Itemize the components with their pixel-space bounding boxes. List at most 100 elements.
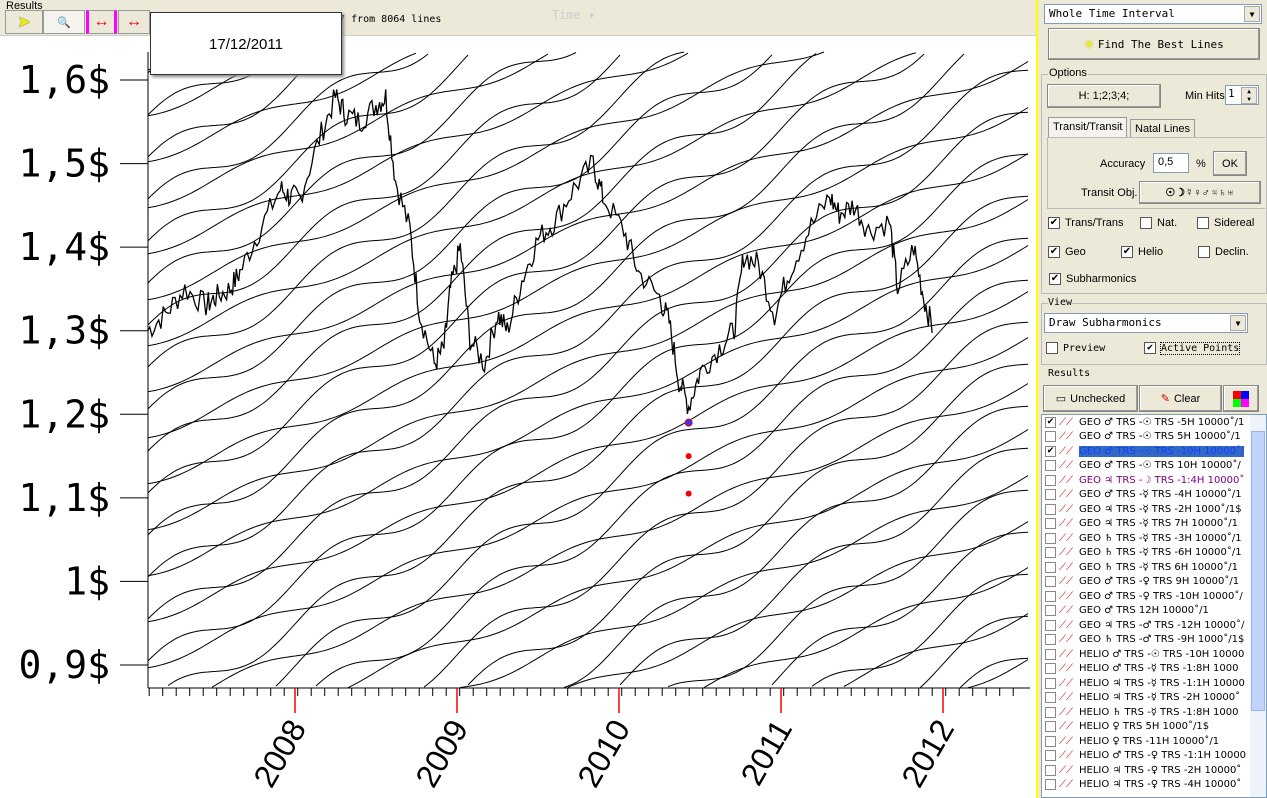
result-item[interactable]: ⟋⟋ GEO ♄ TRS -☿ TRS 6H 10000˚/1 bbox=[1042, 560, 1250, 575]
checkbox-box[interactable] bbox=[1045, 532, 1056, 544]
transit-obj-button[interactable]: ☉☽☿♀♂♃♄♅ bbox=[1139, 181, 1261, 204]
result-item[interactable]: ⟋⟋ GEO ♂ TRS -☉ TRS 5H 10000˚/1 bbox=[1042, 430, 1250, 445]
result-item[interactable]: ⟋⟋ HELIO ♃ TRS -♀ TRS -4H 10000˚ bbox=[1042, 778, 1250, 793]
result-text: GEO ♃ TRS -☽ TRS -1:4H 10000˚ bbox=[1079, 474, 1245, 486]
result-item[interactable]: ⟋⟋ HELIO ♂ TRS -☿ TRS -1:8H 1000 bbox=[1042, 662, 1250, 677]
spin-arrows-icon[interactable]: ▲ ▼ bbox=[1241, 87, 1257, 104]
result-item[interactable]: ⟋⟋ GEO ♄ TRS -♂ TRS -9H 1000˚/1$ bbox=[1042, 633, 1250, 648]
result-item[interactable]: ⟋⟋ HELIO ♃ TRS -♀ TRS -2H 10000˚ bbox=[1042, 763, 1250, 778]
trans-trans-checkbox[interactable]: ✔ Trans/Trans bbox=[1048, 217, 1123, 229]
result-item[interactable]: ⟋⟋ HELIO ♃ TRS -☿ TRS -1:1H 10000 bbox=[1042, 676, 1250, 691]
preview-checkbox[interactable]: Preview bbox=[1046, 342, 1105, 354]
result-item[interactable]: ⟋⟋ HELIO ♂ TRS -♀ TRS -1:1H 10000 bbox=[1042, 749, 1250, 764]
result-item[interactable]: ⟋⟋ GEO ♂ TRS -♀ TRS 9H 10000˚/1 bbox=[1042, 575, 1250, 590]
result-item[interactable]: ✔ ⟋⟋ GEO ♂ TRS -☉ TRS -5H 10000˚/1 bbox=[1042, 415, 1250, 430]
checkbox-box[interactable] bbox=[1045, 663, 1056, 675]
ok-button[interactable]: OK bbox=[1213, 151, 1247, 176]
pointer-tool-button[interactable]: ➤ bbox=[5, 10, 43, 34]
checkbox-label: Preview bbox=[1063, 342, 1106, 354]
result-item[interactable]: ⟋⟋ HELIO ♀ TRS 5H 1000˚/1$ bbox=[1042, 720, 1250, 735]
result-item[interactable]: ⟋⟋ GEO ♂ TRS 12H 10000˚/1 bbox=[1042, 604, 1250, 619]
view-select[interactable]: Draw Subharmonics ▼ bbox=[1044, 313, 1248, 333]
checkbox-box[interactable] bbox=[1045, 648, 1056, 660]
checkbox-box[interactable] bbox=[1045, 605, 1056, 617]
active-points-checkbox[interactable]: ✔ Active Points bbox=[1144, 341, 1241, 355]
min-hits-stepper[interactable]: 1 ▲ ▼ bbox=[1225, 85, 1259, 105]
checkbox-box[interactable] bbox=[1045, 634, 1056, 646]
checkbox-box[interactable] bbox=[1045, 750, 1056, 762]
sidereal-checkbox[interactable]: Sidereal bbox=[1197, 217, 1254, 229]
results-list[interactable]: ✔ ⟋⟋ GEO ♂ TRS -☉ TRS -5H 10000˚/1 ⟋⟋ GEO ♂ … bbox=[1041, 414, 1267, 798]
tab-transit-transit[interactable]: Transit/Transit bbox=[1048, 117, 1128, 138]
checkbox-box[interactable] bbox=[1045, 561, 1056, 573]
accuracy-input[interactable]: 0,5 bbox=[1153, 153, 1189, 173]
checkbox-box[interactable] bbox=[1045, 518, 1056, 530]
helio-checkbox[interactable]: ✔ Helio bbox=[1121, 246, 1163, 258]
color-button[interactable] bbox=[1223, 385, 1259, 412]
checkbox-box[interactable] bbox=[1045, 706, 1056, 718]
result-item[interactable]: ⟋⟋ GEO ♂ TRS -♀ TRS -10H 10000˚/ bbox=[1042, 589, 1250, 604]
measure-button[interactable]: ↔ bbox=[118, 10, 150, 34]
zoom-tool-button[interactable]: 🔍 bbox=[43, 10, 85, 34]
checkbox-box[interactable] bbox=[1045, 721, 1056, 733]
harmonics-button[interactable]: H: 1;2;3;4; bbox=[1047, 84, 1161, 108]
result-item[interactable]: ⟋⟋ GEO ♄ TRS -☿ TRS -6H 10000˚/1 bbox=[1042, 546, 1250, 561]
tab-natal-lines[interactable]: Natal Lines bbox=[1130, 119, 1196, 138]
check-icon[interactable]: ✔ bbox=[1045, 416, 1056, 428]
scrollbar-thumb[interactable] bbox=[1251, 431, 1265, 711]
result-item[interactable]: ⟋⟋ HELIO ♃ TRS -☿ TRS -2H 10000˚ bbox=[1042, 691, 1250, 706]
checkbox-box[interactable] bbox=[1045, 590, 1056, 602]
checkbox-box[interactable] bbox=[1045, 431, 1056, 443]
checkbox-box[interactable] bbox=[1045, 692, 1056, 704]
clear-button[interactable]: ✎ Clear bbox=[1139, 385, 1222, 412]
active-point bbox=[685, 453, 692, 460]
time-select[interactable]: Time ▾ bbox=[552, 8, 596, 22]
result-item[interactable]: ⟋⟋ GEO ♃ TRS -☿ TRS -2H 1000˚/1$ bbox=[1042, 502, 1250, 517]
checkbox-box[interactable] bbox=[1045, 460, 1056, 472]
line-chart-icon: ⟋⟋ bbox=[1059, 619, 1073, 631]
line-chart-icon: ⟋⟋ bbox=[1059, 692, 1073, 704]
result-item[interactable]: ⟋⟋ HELIO ♀ TRS -11H 10000˚/1 bbox=[1042, 734, 1250, 749]
measure-span-button[interactable]: ↔ bbox=[86, 10, 117, 34]
result-item[interactable]: ⟋⟋ HELIO ♂ TRS -☉ TRS -10H 10000 bbox=[1042, 647, 1250, 662]
checkbox-box[interactable] bbox=[1045, 677, 1056, 689]
harmonic-line bbox=[423, 321, 1029, 688]
result-item[interactable]: ⟋⟋ GEO ♃ TRS -☽ TRS -1:4H 10000˚ bbox=[1042, 473, 1250, 488]
checkbox-box[interactable] bbox=[1045, 619, 1056, 631]
checkbox-box[interactable] bbox=[1045, 503, 1056, 515]
line-chart-icon: ⟋⟋ bbox=[1059, 663, 1073, 675]
check-icon: ✔ bbox=[1121, 246, 1133, 258]
subharmonics-checkbox[interactable]: ✔ Subharmonics bbox=[1049, 273, 1136, 285]
natal-checkbox[interactable]: Nat. bbox=[1140, 217, 1177, 229]
result-item[interactable]: ⟋⟋ GEO ♃ TRS -☿ TRS 7H 10000˚/1 bbox=[1042, 517, 1250, 532]
checkbox-box[interactable] bbox=[1045, 779, 1056, 791]
result-text: GEO ♃ TRS -☿ TRS -2H 1000˚/1$ bbox=[1079, 503, 1242, 515]
checkbox-box[interactable] bbox=[1045, 547, 1056, 559]
result-text: GEO ♄ TRS -☿ TRS -3H 10000˚/1 bbox=[1079, 532, 1242, 544]
result-item[interactable]: ⟋⟋ GEO ♃ TRS -♂ TRS -12H 10000˚/ bbox=[1042, 618, 1250, 633]
checkbox-box[interactable] bbox=[1045, 764, 1056, 776]
declin-checkbox[interactable]: Declin. bbox=[1198, 246, 1249, 258]
checkbox-box[interactable] bbox=[1045, 489, 1056, 501]
harmonic-line bbox=[147, 53, 549, 209]
harmonic-line bbox=[147, 52, 689, 255]
price-chart[interactable]: 1,6$ 1,5$ 1,4$ 1,3$ 1,2$ 1,1$ 1$ 0,9$ 2008 2009 20… bbox=[0, 36, 1036, 798]
checkbox-box[interactable] bbox=[1045, 735, 1056, 747]
result-item[interactable]: ⟋⟋ GEO ♂ TRS -☿ TRS -4H 10000˚/1 bbox=[1042, 488, 1250, 503]
unchecked-button[interactable]: ▭ Unchecked bbox=[1043, 385, 1138, 412]
checkbox-box[interactable] bbox=[1045, 474, 1056, 486]
result-item[interactable]: ⟋⟋ HELIO ♄ TRS -☿ TRS -1:8H 1000 bbox=[1042, 705, 1250, 720]
scrollbar[interactable] bbox=[1250, 415, 1266, 797]
result-item[interactable]: ✔ ⟋⟋ GEO ♂ TRS -☉ TRS -10H 10000˚/ bbox=[1042, 444, 1250, 459]
geo-checkbox[interactable]: ✔ Geo bbox=[1048, 246, 1086, 258]
interval-select[interactable]: Whole Time Interval ▼ bbox=[1044, 4, 1262, 24]
y-tick-label: 1,5$ bbox=[18, 142, 110, 186]
result-text: HELIO ♃ TRS -☿ TRS -2H 10000˚ bbox=[1079, 692, 1241, 704]
result-item[interactable]: ⟋⟋ GEO ♂ TRS -☉ TRS 10H 10000˚/ bbox=[1042, 459, 1250, 474]
harmonic-line bbox=[147, 61, 1029, 393]
checkbox-box[interactable] bbox=[1045, 576, 1056, 588]
result-item[interactable]: ⟋⟋ GEO ♄ TRS -☿ TRS -3H 10000˚/1 bbox=[1042, 531, 1250, 546]
check-icon[interactable]: ✔ bbox=[1045, 445, 1056, 457]
tab-label: Natal Lines bbox=[1135, 123, 1191, 135]
find-best-lines-button[interactable]: ☀ Find The Best Lines bbox=[1048, 28, 1260, 60]
